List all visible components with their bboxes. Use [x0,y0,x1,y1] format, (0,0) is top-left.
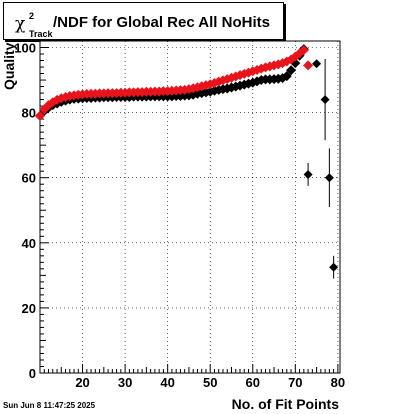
chi-symbol: χ [15,14,26,34]
title-subscript: Track [29,29,53,39]
timestamp: Sun Jun 8 11:47:25 2025 [3,401,96,410]
x-tick-label: 80 [331,375,345,390]
x-tick-label: 60 [246,375,260,390]
y-tick-label: 40 [22,236,36,251]
y-tick-label: 60 [22,171,36,186]
black-series-point [312,59,322,69]
y-tick-label: 100 [14,41,36,56]
chart-title: /NDF for Global Rec All NoHits [53,14,270,31]
red-series-point [35,110,45,121]
black-series-point [329,262,339,272]
red-series-point [303,60,314,71]
red-series-point [298,45,309,56]
black-series-point [320,95,330,105]
x-axis-label: No. of Fit Points [231,396,339,412]
x-tick-label: 50 [203,375,217,390]
y-axis-label: Quality [1,42,17,90]
x-tick-label: 70 [288,375,302,390]
black-series-point [303,169,313,179]
black-series-point [281,71,292,82]
x-tick-label: 40 [160,375,174,390]
title-superscript: 2 [29,11,35,21]
y-tick-label: 20 [22,301,36,316]
black-series-point [324,173,334,183]
x-tick-label: 20 [75,375,89,390]
y-tick-label: 80 [22,106,36,121]
red-series-point [256,63,267,74]
black-series-point [286,65,297,76]
chart-title-box: χ 2 Track /NDF for Global Rec All NoHits [3,2,284,40]
y-tick-label: 0 [29,366,36,381]
x-tick-label: 30 [118,375,132,390]
